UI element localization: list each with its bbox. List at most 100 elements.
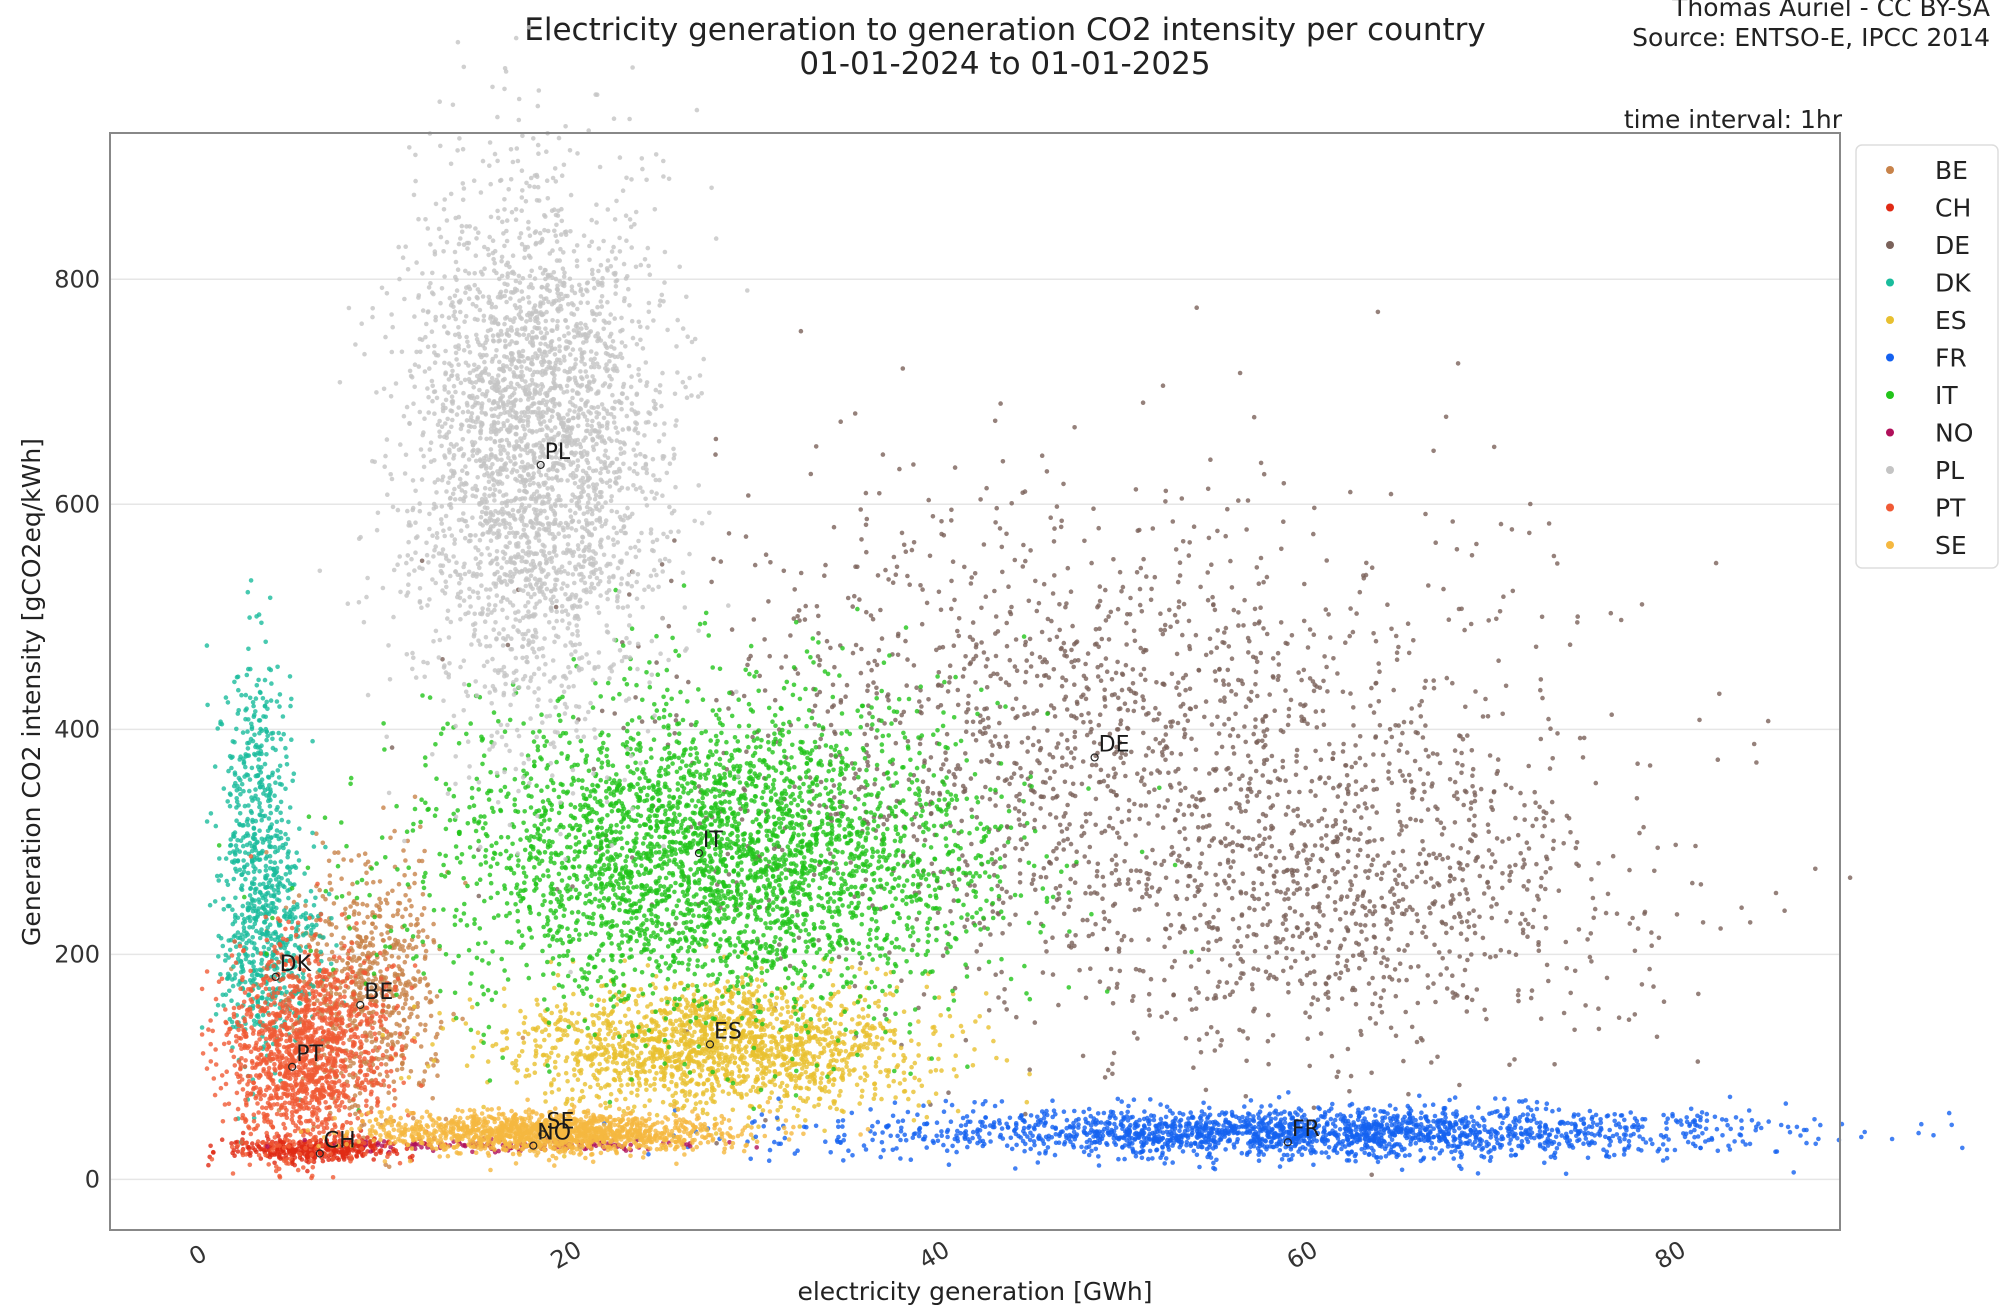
data-point-DE <box>1311 969 1317 974</box>
data-point-DE <box>1404 750 1410 755</box>
data-point-DE <box>1396 898 1402 904</box>
data-point-DE <box>945 689 951 694</box>
data-point-DE <box>1072 746 1078 751</box>
data-point-DE <box>1215 714 1220 720</box>
data-point-DE <box>1110 1001 1116 1006</box>
data-point-DE <box>1526 763 1531 769</box>
data-point-DE <box>1460 983 1466 988</box>
data-point-DK <box>255 909 261 914</box>
data-point-DE <box>1031 872 1037 878</box>
data-point-DE <box>1469 997 1475 1003</box>
data-point-DE <box>1087 811 1093 817</box>
data-point-DE <box>1192 915 1197 921</box>
data-point-DE <box>1113 853 1118 858</box>
data-point-DE <box>1021 542 1026 548</box>
data-point-DE <box>1105 773 1111 779</box>
data-point-DE <box>1118 721 1123 727</box>
data-point-DK <box>285 836 291 842</box>
data-point-DE <box>873 735 879 740</box>
data-point-ES <box>756 1124 761 1129</box>
data-point-DE <box>1193 747 1199 752</box>
data-point-DE <box>1149 586 1154 592</box>
data-point-DK <box>273 877 279 882</box>
data-point-DE <box>1488 865 1494 870</box>
data-point-DE <box>1055 793 1060 799</box>
data-point-DE <box>1291 879 1296 884</box>
data-point-DE <box>1222 630 1227 635</box>
data-point-BE <box>374 987 379 993</box>
data-point-BE <box>409 903 414 909</box>
data-point-DE <box>930 791 936 796</box>
data-point-DE <box>1091 506 1096 512</box>
data-point-DE <box>1575 620 1580 625</box>
data-point-DE <box>1122 859 1127 864</box>
data-point-DK <box>303 911 309 916</box>
data-point-DE <box>1051 539 1057 544</box>
data-point-ES <box>829 1035 835 1040</box>
data-point-DK <box>251 825 257 831</box>
data-point-DE <box>1717 691 1722 697</box>
data-point-ES <box>591 1044 596 1049</box>
data-point-BE <box>407 1006 413 1011</box>
data-point-BE <box>364 903 370 908</box>
data-point-DE <box>1132 907 1138 913</box>
data-point-DE <box>1261 626 1266 631</box>
data-point-DK <box>253 886 259 892</box>
data-point-DE <box>879 636 885 641</box>
data-point-DE <box>1126 797 1132 803</box>
data-point-DE <box>1415 1000 1421 1006</box>
data-point-DE <box>1042 673 1047 679</box>
data-point-DE <box>1286 713 1292 719</box>
data-point-DE <box>1119 687 1125 693</box>
data-point-DK <box>283 831 288 837</box>
data-point-DE <box>1300 950 1306 955</box>
data-point-DE <box>852 593 857 599</box>
data-point-DK <box>301 932 306 938</box>
data-point-DE <box>1156 803 1162 809</box>
data-point-DE <box>895 652 901 658</box>
data-point-DE <box>1378 876 1384 882</box>
data-point-DE <box>1111 557 1116 562</box>
data-point-DE <box>1163 744 1169 749</box>
data-point-DE <box>1238 944 1244 949</box>
data-point-DE <box>964 719 970 725</box>
data-point-DE <box>863 877 869 883</box>
data-point-DE <box>1128 868 1134 874</box>
data-point-DE <box>1303 844 1308 849</box>
data-point-DK <box>231 860 237 865</box>
data-point-DE <box>1156 711 1162 716</box>
data-point-BE <box>348 904 353 909</box>
data-point-DE <box>686 679 691 685</box>
data-point-DE <box>1379 895 1384 901</box>
data-point-DE <box>1333 971 1338 977</box>
data-point-DE <box>1168 922 1174 928</box>
data-point-BE <box>336 850 341 855</box>
data-point-BE <box>434 994 440 999</box>
data-point-DE <box>1455 760 1460 766</box>
data-point-DE <box>779 665 784 670</box>
data-point-DE <box>1309 1001 1314 1007</box>
credit-author: Thomas Auriel - CC BY-SA <box>1671 0 1990 22</box>
data-point-DE <box>1294 753 1299 758</box>
data-point-DE <box>1244 527 1249 532</box>
data-point-DK <box>272 870 278 876</box>
data-point-DE <box>1253 724 1258 730</box>
data-point-DE <box>1106 637 1112 642</box>
data-point-DK <box>276 890 281 896</box>
data-point-DE <box>1377 669 1382 674</box>
data-point-DE <box>1402 778 1408 784</box>
data-point-DE <box>1428 876 1434 881</box>
data-point-ES <box>576 1011 581 1017</box>
data-point-DE <box>1340 749 1346 754</box>
data-point-DE <box>1466 817 1472 823</box>
data-point-DE <box>1614 911 1620 916</box>
data-point-DE <box>1321 678 1326 684</box>
data-point-DE <box>1205 570 1210 575</box>
data-point-DE <box>1037 654 1043 660</box>
data-point-BE <box>412 880 417 886</box>
data-point-DE <box>1567 642 1573 647</box>
data-point-DE <box>993 631 998 636</box>
data-point-DE <box>1110 1071 1115 1077</box>
data-point-DE <box>709 579 714 585</box>
data-point-DE <box>1538 1016 1544 1021</box>
